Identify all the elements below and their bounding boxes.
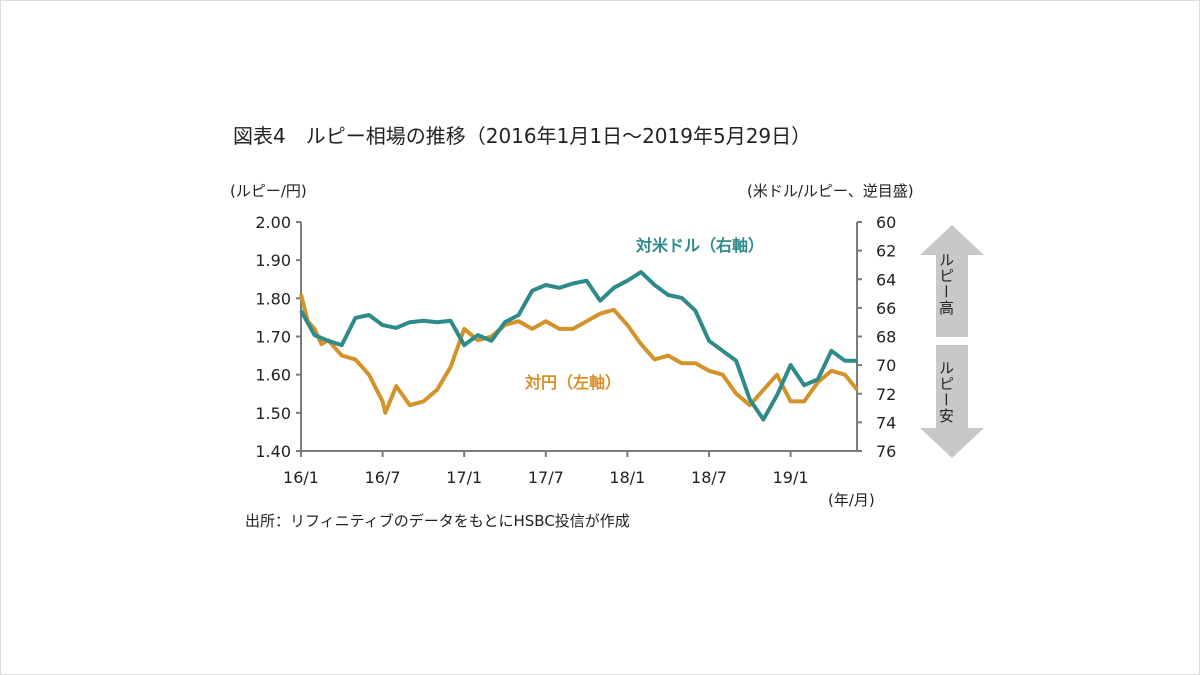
left-tick-label: 1.40	[255, 442, 291, 461]
right-tick-label: 64	[876, 270, 896, 289]
right-tick-label: 62	[876, 242, 896, 261]
x-tick-label: 16/1	[283, 468, 319, 487]
left-tick-label: 1.50	[255, 404, 291, 423]
rupee-weak-arrow	[920, 345, 984, 458]
legend-label-jpy: 対円（左軸）	[524, 373, 621, 392]
right-axis-label: (米ドル/ルピー、逆目盛)	[747, 182, 914, 200]
x-tick-label: 19/1	[773, 468, 809, 487]
right-tick-label: 76	[876, 442, 896, 461]
x-axis-label: (年/月)	[828, 491, 875, 509]
chart-title: 図表4 ルピー相場の推移（2016年1月1日～2019年5月29日）	[233, 124, 812, 148]
rupee-weak-label: ルピー安	[937, 360, 955, 424]
source-note: 出所：リフィニティブのデータをもとにHSBC投信が作成	[245, 512, 630, 530]
right-tick-label: 70	[876, 356, 896, 375]
left-tick-label: 2.00	[255, 213, 291, 232]
right-tick-label: 68	[876, 328, 896, 347]
rupee-strong-label: ルピー高	[937, 252, 955, 316]
left-tick-label: 1.90	[255, 251, 291, 270]
legend-label-usd: 対米ドル（右軸）	[635, 236, 764, 255]
right-tick-label: 66	[876, 299, 896, 318]
x-tick-label: 17/7	[528, 468, 564, 487]
x-tick-label: 18/7	[691, 468, 727, 487]
x-tick-label: 16/7	[365, 468, 401, 487]
right-tick-label: 60	[876, 213, 896, 232]
left-tick-label: 1.60	[255, 366, 291, 385]
rupee-strong-arrow	[920, 225, 984, 337]
series-line-usd	[299, 270, 858, 422]
series-line-jpy	[299, 294, 859, 415]
right-tick-label: 74	[876, 413, 896, 432]
left-tick-label: 1.80	[255, 289, 291, 308]
x-tick-label: 18/1	[609, 468, 645, 487]
right-tick-label: 72	[876, 385, 896, 404]
left-tick-label: 1.70	[255, 328, 291, 347]
left-axis-label: (ルピー/円)	[230, 182, 307, 200]
x-tick-label: 17/1	[446, 468, 482, 487]
